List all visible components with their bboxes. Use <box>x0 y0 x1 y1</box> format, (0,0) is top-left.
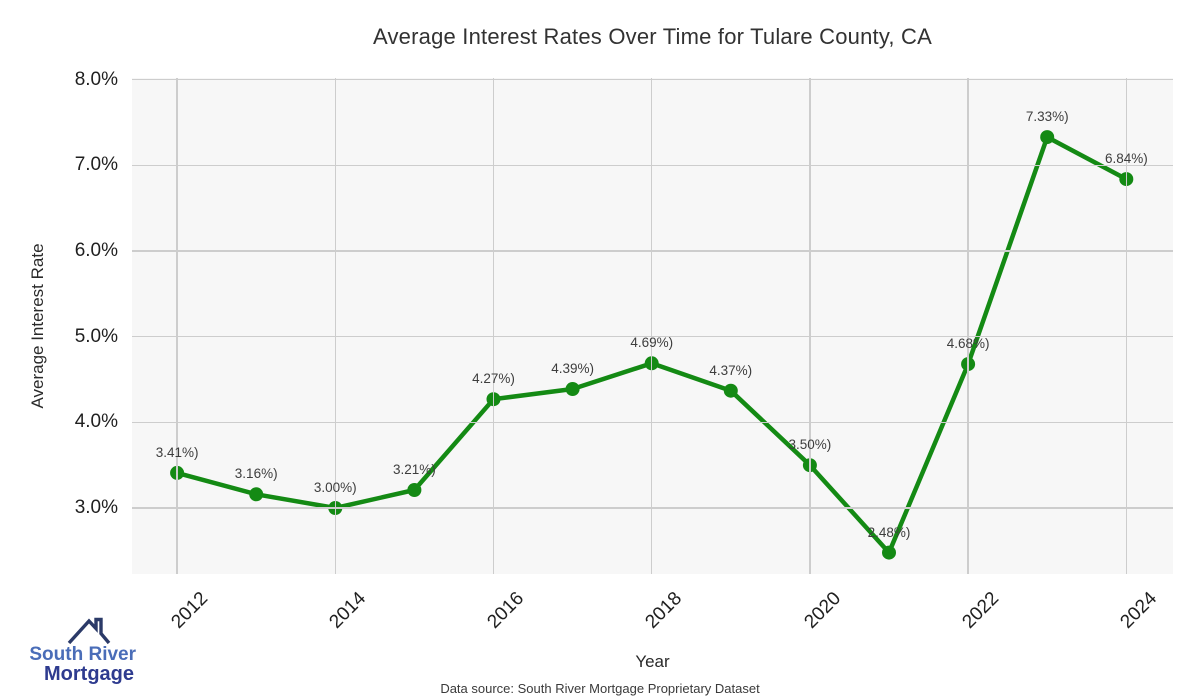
x-tick-label: 2018 <box>641 588 687 633</box>
data-point-label: 4.39%) <box>551 360 594 376</box>
logo-text-line2: Mortgage <box>44 663 134 685</box>
data-point-label: 6.84%) <box>1104 151 1148 167</box>
y-tick-label: 4.0% <box>74 411 118 433</box>
x-tick-label: 2024 <box>1116 588 1162 633</box>
data-source-note: Data source: South River Mortgage Propri… <box>440 681 760 696</box>
data-point-marker <box>249 487 264 502</box>
data-point-label: 3.41%) <box>155 444 199 460</box>
h-gridline <box>132 250 1173 252</box>
data-point-label: 4.68%) <box>946 336 990 352</box>
h-gridline <box>132 421 1173 424</box>
data-point-marker <box>723 383 738 398</box>
y-tick-label: 5.0% <box>74 325 118 347</box>
house-roof-icon <box>67 617 111 645</box>
y-tick-label: 7.0% <box>74 154 118 176</box>
h-gridline <box>132 335 1173 338</box>
v-gridline <box>967 78 969 574</box>
v-gridline <box>176 78 178 574</box>
data-point-label: 4.37%) <box>709 362 753 378</box>
v-gridline <box>650 78 653 574</box>
data-point-marker <box>407 483 422 497</box>
h-gridline <box>132 164 1173 167</box>
data-point-label: 7.33%) <box>1025 109 1069 125</box>
h-gridline <box>132 78 1173 81</box>
data-point-label: 2.48%) <box>867 524 911 540</box>
data-point-marker <box>1040 130 1055 145</box>
y-tick-label: 8.0% <box>74 68 118 90</box>
x-tick-label: 2022 <box>958 588 1003 633</box>
x-tick-label: 2016 <box>483 588 529 633</box>
v-gridline <box>492 78 495 574</box>
data-point-label: 4.69%) <box>630 335 674 351</box>
line-series <box>170 130 1134 560</box>
y-tick-label: 3.0% <box>74 497 118 519</box>
y-tick-label: 6.0% <box>74 240 118 262</box>
data-point-label: 3.21%) <box>393 462 436 478</box>
chart-title: Average Interest Rates Over Time for Tul… <box>373 24 932 49</box>
data-point-label: 3.50%) <box>788 437 832 453</box>
data-point-marker <box>882 545 896 560</box>
logo-text-line1: South River <box>29 644 136 665</box>
x-axis-title: Year <box>635 652 670 671</box>
v-gridline <box>1125 78 1128 574</box>
data-point-label: 3.16%) <box>234 466 278 482</box>
h-gridline <box>132 507 1173 509</box>
x-tick-label: 2020 <box>800 588 845 633</box>
x-tick-label: 2012 <box>167 588 212 633</box>
plot-area <box>132 78 1173 574</box>
v-gridline <box>334 78 337 574</box>
data-point-label: 3.00%) <box>313 480 357 496</box>
data-point-label: 4.27%) <box>472 371 515 387</box>
x-tick-label: 2014 <box>325 588 371 633</box>
data-point-marker <box>565 382 580 396</box>
v-gridline <box>809 78 811 574</box>
